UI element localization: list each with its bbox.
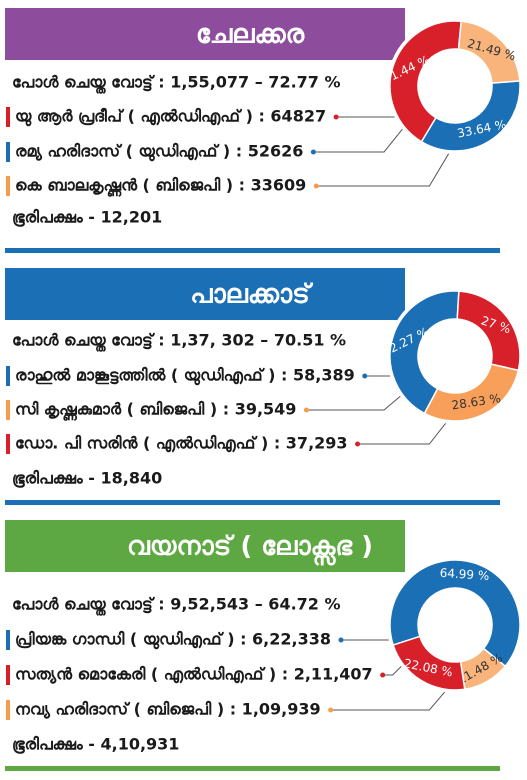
leader-dot	[310, 149, 316, 155]
donut-slice	[389, 559, 521, 668]
margin: ഭൂരിപക്ഷം - 4,10,931	[12, 735, 179, 755]
row-marker	[6, 630, 10, 650]
candidate: സി കൃഷ്ണകുമാർ ( ബിജെപി ) : 39,549	[15, 400, 296, 423]
candidate: സത്യൻ മൊകേരി ( എൽഡിഎഫ് ) : 2,11,407	[15, 665, 373, 685]
leader-dot	[355, 441, 361, 447]
leader-dot	[313, 183, 319, 189]
donut-slice	[392, 635, 466, 691]
header-band	[5, 520, 405, 572]
leader-dot	[303, 407, 309, 413]
margin: ഭൂരിപക്ഷം - 18,840	[12, 469, 162, 489]
donut-slice	[423, 363, 520, 422]
leader-dot	[338, 637, 344, 643]
section-title: വയനാട് ( ലോക്സഭ )	[127, 532, 373, 566]
donut-slice	[389, 290, 460, 415]
donut-slice	[389, 20, 463, 143]
row-marker	[6, 665, 10, 685]
row-marker	[6, 107, 10, 127]
section-title: പാലക്കാട്	[190, 280, 313, 310]
section-title: ചേലക്കര	[196, 20, 306, 50]
separator	[5, 500, 500, 505]
row-marker	[6, 176, 10, 196]
candidate: രാഹുൽ മാങ്കൂട്ടത്തിൽ ( യുഡിഎഫ് ) : 58,38…	[15, 366, 355, 386]
turnout: പോൾ ചെയ്ത വോട്ട് : 1,55,077 – 72.77 %	[12, 73, 341, 96]
leader-dot	[328, 707, 334, 713]
header-band	[5, 8, 405, 60]
row-marker	[6, 142, 10, 162]
candidate: ഡോ. പി സരിൻ ( എൽഡിഎഫ് ) : 37,293	[15, 434, 348, 453]
row-marker	[6, 366, 10, 386]
candidate: യു ആർ പ്രദീപ് ( എൽഡിഎഫ് ) : 64827	[15, 107, 326, 127]
row-marker	[6, 400, 10, 420]
turnout: പോൾ ചെയ്ത വോട്ട് : 1,37, 302 – 70.51 %	[12, 331, 346, 354]
candidate: രമ്യ ഹരിദാസ് ( യുഡിഎഫ് ) : 52626	[15, 142, 303, 162]
donut-slice	[420, 80, 521, 152]
candidate: പ്രിയങ്ക ഗാന്ധി ( യുഡിഎഫ് ) : 6,22,338	[15, 630, 331, 650]
slice-label: 64.99 %	[439, 566, 489, 583]
row-marker	[6, 434, 10, 454]
row-marker	[6, 700, 10, 720]
leader-dot	[333, 114, 339, 120]
candidate: നവ്യ ഹരിദാസ് ( ബിജെപി ) : 1,09,939	[15, 700, 321, 720]
candidate: കെ ബാലകൃഷ്ണൻ ( ബിജെപി ) : 33609	[15, 176, 306, 199]
header-band	[5, 268, 405, 320]
leader-dot	[362, 373, 368, 379]
separator	[5, 248, 500, 253]
separator	[5, 766, 500, 771]
leader-dot	[380, 672, 386, 678]
turnout: പോൾ ചെയ്ത വോട്ട് : 9,52,543 – 64.72 %	[12, 595, 341, 618]
margin: ഭൂരിപക്ഷം - 12,201	[12, 208, 162, 228]
